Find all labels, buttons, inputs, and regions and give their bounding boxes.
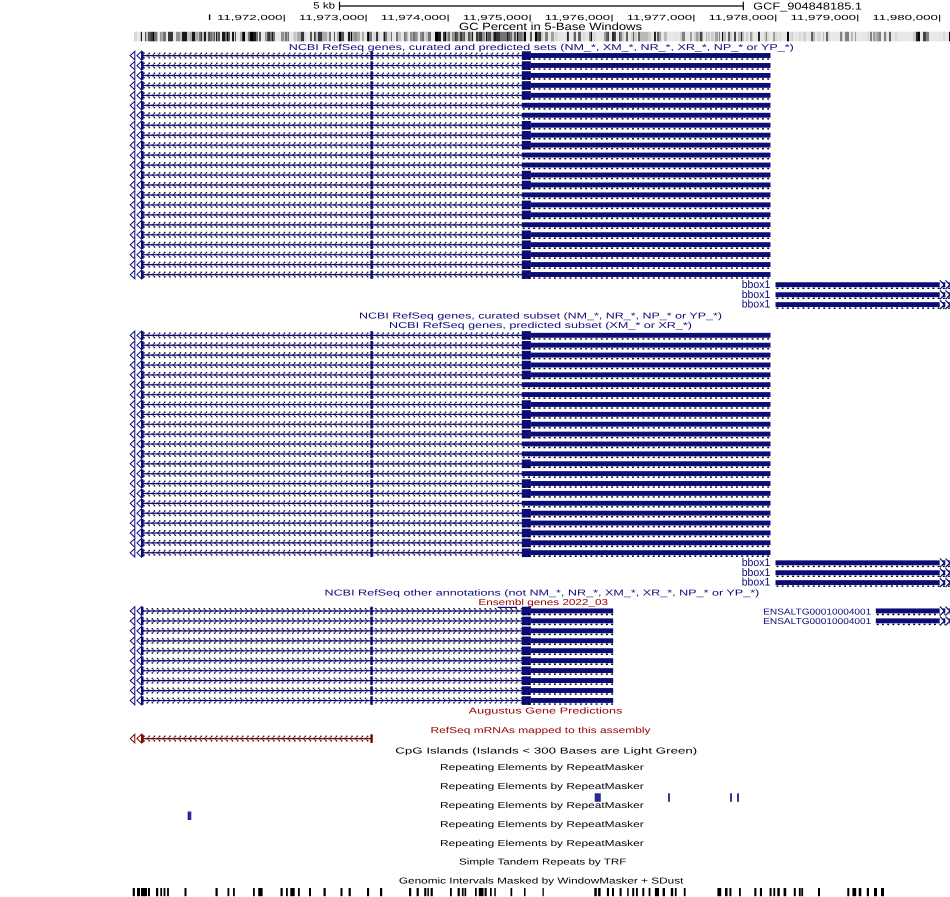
svg-text:Augustus Gene Predictions: Augustus Gene Predictions	[469, 705, 623, 715]
svg-text:Repeating Elements by RepeatMa: Repeating Elements by RepeatMasker	[440, 800, 644, 810]
svg-text:NCBI RefSeq other annotations: NCBI RefSeq other annotations (not NM_*,…	[325, 588, 760, 598]
svg-text:Genomic Intervals Masked by Wi: Genomic Intervals Masked by WindowMasker…	[399, 876, 684, 886]
svg-text:bbox1: bbox1	[742, 577, 771, 589]
svg-text:GCF_904848185.1: GCF_904848185.1	[753, 2, 862, 13]
svg-text:bbox1: bbox1	[742, 557, 771, 569]
svg-text:NCBI RefSeq genes, predicted s: NCBI RefSeq genes, predicted subset (XM_…	[389, 320, 692, 330]
svg-text:Simple Tandem Repeats by TRF: Simple Tandem Repeats by TRF	[459, 857, 626, 867]
svg-text:CpG Islands (Islands < 300 Bas: CpG Islands (Islands < 300 Bases are Lig…	[395, 746, 697, 756]
svg-text:Repeating Elements by RepeatMa: Repeating Elements by RepeatMasker	[440, 838, 644, 848]
svg-text:GC Percent in 5-Base Windows: GC Percent in 5-Base Windows	[459, 21, 642, 33]
svg-text:Repeating Elements by RepeatMa: Repeating Elements by RepeatMasker	[440, 819, 644, 829]
svg-text:11,972,000|: 11,972,000|	[217, 13, 286, 22]
svg-text:ENSALTG00010004001: ENSALTG00010004001	[763, 606, 871, 616]
svg-text:11,979,000|: 11,979,000|	[791, 13, 860, 22]
svg-text:Repeating Elements by RepeatMa: Repeating Elements by RepeatMasker	[440, 781, 644, 791]
svg-text:11,976,000|: 11,976,000|	[545, 13, 614, 22]
svg-text:bbox1: bbox1	[742, 289, 771, 301]
svg-text:11,975,000|: 11,975,000|	[463, 13, 532, 22]
svg-text:11,973,000|: 11,973,000|	[299, 13, 368, 22]
svg-text:11,974,000|: 11,974,000|	[381, 13, 450, 22]
svg-text:11,977,000|: 11,977,000|	[627, 13, 696, 22]
svg-text:NCBI RefSeq genes, curated and: NCBI RefSeq genes, curated and predicted…	[289, 42, 794, 52]
svg-text:bbox1: bbox1	[742, 279, 771, 291]
svg-text:5 kb: 5 kb	[313, 1, 335, 11]
svg-text:bbox1: bbox1	[742, 567, 771, 579]
svg-text:Repeating Elements by RepeatMa: Repeating Elements by RepeatMasker	[440, 762, 644, 772]
svg-text:Ensembl genes 2022_03: Ensembl genes 2022_03	[478, 597, 608, 607]
svg-text:NCBI RefSeq genes, curated sub: NCBI RefSeq genes, curated subset (NM_*,…	[359, 310, 722, 320]
svg-text:ENSALTG00010004001: ENSALTG00010004001	[763, 616, 871, 626]
svg-text:bbox1: bbox1	[742, 299, 771, 311]
svg-text:RefSeq mRNAs mapped to this as: RefSeq mRNAs mapped to this assembly	[431, 725, 652, 735]
svg-text:11,980,000|: 11,980,000|	[872, 13, 941, 22]
svg-text:11,978,000|: 11,978,000|	[709, 13, 778, 22]
